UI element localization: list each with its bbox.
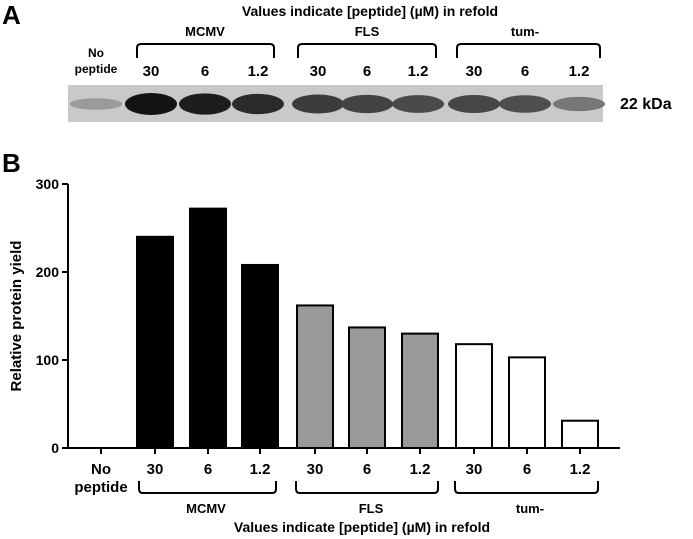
- bar: [189, 207, 227, 449]
- panel-a-group-brackets: [136, 43, 601, 58]
- panel-a-letter: A: [2, 0, 21, 30]
- panel-a-group-fls: FLS: [355, 24, 380, 39]
- bar: [401, 332, 439, 450]
- lane-label: 6: [201, 63, 209, 80]
- gel-band: [70, 98, 122, 110]
- bar: [348, 326, 386, 449]
- y-axis: 0 100 200 300: [36, 176, 69, 456]
- x-tick-label: 1.2: [250, 461, 271, 478]
- x-tick-label: 30: [466, 461, 483, 478]
- lane-label: 6: [363, 63, 371, 80]
- y-tick-label: 300: [36, 176, 60, 192]
- lane-label: 1.2: [408, 63, 429, 80]
- x-tick-label: 6: [204, 461, 212, 478]
- lane-label: 6: [521, 63, 529, 80]
- gel-band: [499, 95, 551, 113]
- panel-b-group-brackets: [138, 481, 599, 494]
- x-category-no-line2: peptide: [74, 479, 127, 496]
- panel-a-group-tum: tum-: [511, 24, 539, 39]
- gel-band: [179, 93, 231, 115]
- y-axis-label: Relative protein yield: [8, 241, 25, 392]
- bar: [561, 419, 599, 450]
- x-tick-label: 6: [363, 461, 371, 478]
- lane-label: 30: [143, 63, 160, 80]
- bar: [136, 235, 174, 449]
- gel-band: [232, 93, 284, 115]
- panel-a-no-peptide-line1: No: [88, 46, 104, 60]
- lane-label: 30: [466, 63, 483, 80]
- panel-b-group-tum: tum-: [516, 501, 544, 516]
- band-size-label: 22 kDa: [620, 96, 672, 113]
- panel-b-group-mcmv: MCMV: [186, 501, 226, 516]
- panel-a-no-peptide-line2: peptide: [75, 62, 118, 76]
- x-tick-label: 1.2: [410, 461, 431, 478]
- gel-band: [341, 94, 393, 114]
- bar: [296, 304, 334, 449]
- panel-a-header: Values indicate [peptide] (µM) in refold: [242, 3, 498, 19]
- x-tick-label: 30: [307, 461, 324, 478]
- gel-band: [125, 93, 177, 115]
- y-tick-label: 200: [36, 264, 60, 280]
- x-tick-label: 6: [523, 461, 531, 478]
- panel-a-lane-labels: 30 6 1.2 30 6 1.2 30 6 1.2: [143, 63, 590, 80]
- x-axis: 30 6 1.2 30 6 1.2 30 6 1.2: [68, 447, 620, 478]
- gel-band: [553, 96, 605, 112]
- bar: [455, 343, 493, 449]
- lane-label: 30: [310, 63, 327, 80]
- x-axis-label: Values indicate [peptide] (µM) in refold: [234, 519, 490, 535]
- y-tick-label: 0: [51, 440, 59, 456]
- gel-bands: [70, 93, 605, 115]
- lane-label: 1.2: [569, 63, 590, 80]
- panel-a-group-mcmv: MCMV: [185, 24, 225, 39]
- gel-band: [392, 95, 444, 113]
- y-tick-label: 100: [36, 352, 60, 368]
- gel-band: [292, 94, 344, 114]
- panel-b-group-fls: FLS: [359, 501, 384, 516]
- x-category-no-line1: No: [91, 461, 111, 478]
- lane-label: 1.2: [248, 63, 269, 80]
- bar: [508, 356, 546, 449]
- x-tick-label: 30: [147, 461, 164, 478]
- gel-band: [448, 94, 500, 114]
- bars: [136, 207, 599, 450]
- bar: [241, 263, 279, 449]
- panel-b-letter: B: [2, 148, 21, 178]
- x-tick-label: 1.2: [570, 461, 591, 478]
